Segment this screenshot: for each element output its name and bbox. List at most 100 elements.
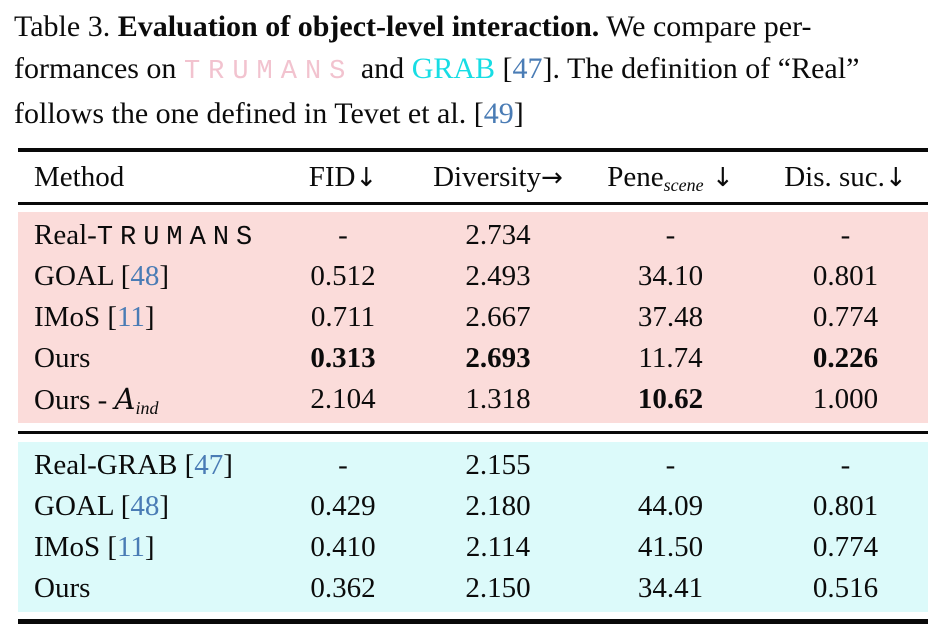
value-cell: 2.734 — [465, 219, 531, 251]
value-cell: 0.410 — [310, 531, 376, 563]
method-cell: Real-TRUMANS — [34, 218, 260, 253]
method-cell: Ours - Aind — [34, 382, 159, 419]
down-arrow-icon: ↓ — [355, 162, 378, 193]
method-cell: IMoS [11] — [34, 531, 155, 563]
value-cell: 41.50 — [637, 531, 704, 563]
value-cell: - — [840, 219, 851, 251]
value-cell: 2.104 — [310, 383, 376, 415]
table-row-goal: GOAL [48] 0.429 2.180 44.09 0.801 — [18, 486, 928, 527]
value-cell: 37.48 — [637, 301, 704, 333]
spacer — [18, 423, 928, 431]
caption-line-1: Table 3. Evaluation of object-level inte… — [14, 6, 940, 48]
results-table: Method FID↓ Diversity→ Penescene ↓ Dis. … — [18, 148, 928, 624]
citation-11[interactable]: 11 — [116, 301, 145, 333]
caption-text-segment: follows the one defined in Tevet et al. … — [14, 97, 484, 130]
value-cell: 0.801 — [812, 260, 879, 292]
citation-48[interactable]: 48 — [130, 490, 160, 522]
table-row-ours: Ours 0.313 2.693 11.74 0.226 — [18, 338, 928, 379]
citation-47[interactable]: 47 — [194, 449, 224, 481]
spacer — [18, 612, 928, 619]
method-cell: GOAL [48] — [34, 260, 170, 292]
col-header-dis-suc: Dis. suc.↓ — [784, 160, 907, 193]
caption-text-segment: ] — [513, 97, 524, 130]
table-header-row: Method FID↓ Diversity→ Penescene ↓ Dis. … — [18, 152, 928, 202]
caption-text: formances on TRUMANS and GRAB [47]. The … — [14, 48, 859, 93]
caption-title-bold: Evaluation of object-level interaction. — [117, 10, 600, 43]
table-rule-bottom — [18, 619, 928, 624]
grab-dataset-label: GRAB — [411, 52, 496, 85]
caption-text: Table 3. Evaluation of object-level inte… — [14, 6, 811, 48]
trumans-mono-label: TRUMANS — [96, 222, 260, 253]
value-cell: 0.512 — [310, 260, 376, 292]
value-cell: 0.429 — [310, 490, 376, 522]
spacer — [18, 434, 928, 442]
down-arrow-icon: ↓ — [884, 162, 907, 193]
method-cell: Ours — [34, 572, 91, 604]
value-cell: - — [840, 449, 851, 481]
caption-text-segment: formances on — [14, 52, 184, 85]
value-cell: 44.09 — [637, 490, 704, 522]
caption-line-3: follows the one defined in Tevet et al. … — [14, 93, 940, 135]
spacer — [18, 205, 928, 212]
value-cell: 1.318 — [465, 383, 531, 415]
value-cell: 0.801 — [812, 490, 879, 522]
table-rule-under-header — [18, 202, 928, 205]
right-arrow-icon: → — [541, 162, 563, 193]
value-cell: 0.774 — [812, 531, 879, 563]
value-cell-best: 2.693 — [465, 342, 531, 374]
caption-table-number: Table 3. — [14, 10, 118, 43]
value-cell: - — [665, 219, 676, 251]
value-cell-best: 0.313 — [310, 342, 376, 374]
method-cell: Ours — [34, 342, 91, 374]
value-cell-best: 10.62 — [637, 383, 704, 415]
trumans-block: Real-TRUMANS - 2.734 - - GOAL [48] 0.512… — [18, 212, 928, 423]
caption-text-segment: ]. The definition of “Real” — [542, 52, 860, 85]
value-cell: 2.155 — [465, 449, 531, 481]
value-cell: 2.667 — [465, 301, 531, 333]
script-A-symbol: A — [114, 382, 136, 416]
caption-line-2: formances on TRUMANS and GRAB [47]. The … — [14, 48, 940, 93]
method-cell: GOAL [48] — [34, 490, 170, 522]
table-row-ours: Ours 0.362 2.150 34.41 0.516 — [18, 568, 928, 609]
value-cell: 2.114 — [465, 531, 531, 563]
citation-48[interactable]: 48 — [130, 260, 160, 292]
value-cell: 2.493 — [465, 260, 531, 292]
table-row-real-trumans: Real-TRUMANS - 2.734 - - — [18, 215, 928, 256]
col-header-fid: FID↓ — [308, 160, 378, 193]
value-cell-best: 0.226 — [812, 342, 879, 374]
col-header-method: Method — [34, 160, 125, 193]
method-cell: IMoS [11] — [34, 301, 155, 333]
value-cell: 2.150 — [465, 572, 531, 604]
value-cell: 34.41 — [637, 572, 704, 604]
down-arrow-icon: ↓ — [703, 162, 734, 193]
value-cell: 1.000 — [812, 383, 879, 415]
table-rule-mid — [18, 431, 928, 434]
grab-block: Real-GRAB [47] - 2.155 - - GOAL [48] 0.4… — [18, 442, 928, 612]
value-cell: 0.711 — [310, 301, 376, 333]
value-cell: - — [665, 449, 676, 481]
aind-subscript: ind — [135, 398, 159, 419]
value-cell: 34.10 — [637, 260, 704, 292]
trumans-dataset-label: TRUMANS — [183, 57, 354, 87]
table-rule-top — [18, 148, 928, 152]
caption-text-segment: [ — [495, 52, 513, 85]
value-cell: 11.74 — [638, 342, 703, 374]
value-cell: 2.180 — [465, 490, 531, 522]
table-caption: Table 3. Evaluation of object-level inte… — [0, 0, 952, 135]
method-cell: Real-GRAB [47] — [34, 449, 233, 481]
value-cell: 0.362 — [310, 572, 376, 604]
table-row-goal: GOAL [48] 0.512 2.493 34.10 0.801 — [18, 256, 928, 297]
caption-text-segment: We compare per- — [599, 10, 812, 43]
value-cell: - — [338, 219, 348, 251]
value-cell: 0.516 — [812, 572, 879, 604]
pene-subscript: scene — [663, 174, 704, 195]
table-row-imos: IMoS [11] 0.711 2.667 37.48 0.774 — [18, 297, 928, 338]
caption-text-segment: and — [353, 52, 412, 85]
table-row-ours-aind: Ours - Aind 2.104 1.318 10.62 1.000 — [18, 379, 928, 420]
citation-49[interactable]: 49 — [483, 97, 514, 130]
citation-47[interactable]: 47 — [512, 52, 543, 85]
citation-11[interactable]: 11 — [116, 531, 145, 563]
value-cell: - — [338, 449, 348, 481]
table-row-imos: IMoS [11] 0.410 2.114 41.50 0.774 — [18, 527, 928, 568]
